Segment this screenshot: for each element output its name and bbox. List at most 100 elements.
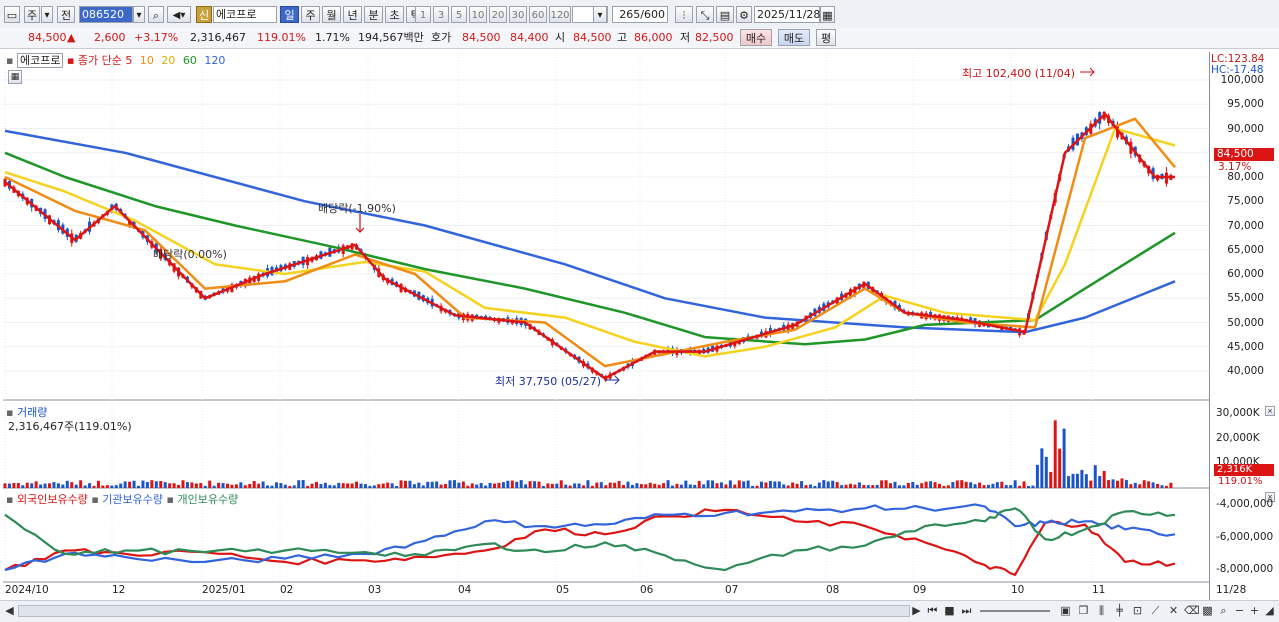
ma-legend-5[interactable]: 5 — [125, 54, 133, 67]
speaker-icon[interactable]: ◀▾ — [167, 6, 191, 23]
line-tool-icon[interactable]: ⤡ — [696, 6, 714, 23]
chevron-down-icon[interactable]: ▾ — [41, 6, 53, 23]
volume-bar — [1004, 485, 1008, 488]
tab-4[interactable]: 분 — [364, 6, 383, 23]
x-axis-label: 05 — [556, 584, 570, 596]
zoom-out-icon[interactable]: − — [1234, 604, 1245, 617]
legend-foreign[interactable]: 외국인보유수량 — [16, 493, 88, 506]
volume-bar — [283, 484, 287, 488]
calendar-icon[interactable]: ▦ — [820, 6, 835, 23]
tab-3[interactable]: 년 — [343, 6, 362, 23]
x-axis-label: 10 — [1011, 584, 1025, 596]
first-page-icon[interactable]: ⏮ — [927, 604, 938, 617]
interval-button-30[interactable]: 30 — [509, 6, 527, 23]
volume-bar — [1089, 480, 1093, 488]
close-icon[interactable]: × — [1265, 406, 1275, 416]
volume-bar — [831, 480, 835, 488]
volume-bar — [493, 483, 496, 488]
layout-icon[interactable]: ▣ — [1060, 604, 1071, 617]
volume-bar — [1058, 448, 1062, 488]
tab-1[interactable]: 주 — [301, 6, 320, 23]
volume-bar — [800, 481, 804, 488]
copy-icon[interactable]: ❐ — [1078, 604, 1089, 617]
search-icon[interactable]: ⌕ — [148, 6, 164, 23]
interval-button-1[interactable]: 1 — [415, 6, 431, 23]
save-icon[interactable]: ▤ — [716, 6, 734, 23]
y-axis[interactable] — [1209, 52, 1279, 600]
legend-institution[interactable]: 기관보유수량 — [102, 493, 164, 506]
volume-title[interactable]: 거래량 — [16, 406, 48, 419]
eraser-icon[interactable]: ⌫ — [1184, 604, 1200, 617]
zoom-tool-icon[interactable]: ⊡ — [1132, 604, 1143, 617]
camera-icon[interactable]: ▩ — [1202, 604, 1213, 617]
interval-button-3[interactable]: 3 — [433, 6, 449, 23]
chevron-down-icon[interactable]: ▾ — [133, 6, 145, 23]
gear-icon[interactable]: ⚙ — [736, 6, 752, 23]
window-icon[interactable]: ▭ — [4, 6, 20, 23]
holdings-line-individual — [4, 507, 1176, 572]
stock-name-tag[interactable]: 에코프로 — [16, 53, 64, 68]
zoom-slider[interactable] — [980, 610, 1050, 612]
volume-bar — [226, 483, 229, 488]
sell-button[interactable]: 매도 — [778, 29, 810, 46]
volume-bar — [239, 482, 243, 488]
stop-icon[interactable]: ■ — [944, 604, 955, 617]
ma-legend-20[interactable]: 20 — [161, 54, 176, 67]
collapse-icon[interactable]: ◢ — [1265, 604, 1274, 617]
grid-toggle-icon[interactable]: ▦ — [8, 70, 22, 84]
interval-button-120[interactable]: 120 — [549, 6, 571, 23]
ma-legend-10[interactable]: 10 — [139, 54, 154, 67]
legend-prefix[interactable]: 종가 단순 — [77, 54, 122, 67]
ma-legend-60[interactable]: 60 — [182, 54, 197, 67]
ma-legend-120[interactable]: 120 — [204, 54, 226, 67]
period-select[interactable]: 주 — [24, 6, 40, 23]
tab-0[interactable]: 일 — [280, 6, 299, 23]
tab-5[interactable]: 초 — [385, 6, 404, 23]
ma-line-120 — [4, 129, 1176, 334]
volume-bar — [693, 484, 697, 488]
last-page-icon[interactable]: ⏭ — [961, 604, 972, 617]
volume-bar — [991, 483, 995, 488]
scrollbar-track[interactable] — [18, 605, 910, 617]
scroll-right-icon[interactable]: ▶ — [912, 604, 921, 617]
interval-button-5[interactable]: 5 — [451, 6, 467, 23]
zoom-in-icon[interactable]: + — [1249, 604, 1260, 617]
chevron-down-icon[interactable]: ▾ — [593, 6, 607, 23]
trend-tool-icon[interactable]: ⟋ — [1151, 604, 1160, 617]
volume-bar — [194, 483, 198, 488]
volume-bar — [1018, 485, 1022, 488]
period-tool-icon[interactable]: ╪ — [1116, 604, 1123, 617]
volume-bar — [439, 484, 443, 488]
volume-bar — [657, 484, 661, 488]
cross-tool-icon[interactable]: ✕ — [1168, 604, 1179, 617]
volume-bar — [604, 485, 608, 488]
search-icon[interactable]: ⌕ — [1220, 604, 1227, 617]
scroll-left-icon[interactable]: ◀ — [5, 604, 14, 617]
current-price: 84,500 — [28, 31, 67, 44]
vol-y-30000k: 30,000K — [1216, 407, 1260, 419]
buy-button[interactable]: 매수 — [740, 29, 772, 46]
volume-bar — [746, 480, 750, 488]
close-icon[interactable]: × — [1265, 492, 1275, 502]
volume-bar — [1080, 469, 1084, 488]
avg-button[interactable]: 평 — [816, 29, 836, 46]
interval-button-60[interactable]: 60 — [529, 6, 547, 23]
volume-bar — [1084, 474, 1088, 488]
volume-bar — [568, 485, 572, 488]
count-field[interactable]: 265/600 — [612, 6, 668, 23]
code-input[interactable]: 086520 — [79, 6, 133, 23]
stock-name-field[interactable]: 에코프로 — [213, 6, 277, 23]
volume-bar — [96, 480, 100, 488]
date-field[interactable]: 2025/11/28 — [754, 6, 820, 23]
volume-bar — [323, 482, 327, 488]
candle-icon[interactable]: ⫶ — [675, 6, 693, 23]
vol-y-20000k: 20,000K — [1216, 432, 1260, 444]
volume-bar — [537, 481, 541, 488]
candle-tool-icon[interactable]: ⫼ — [1098, 604, 1105, 617]
interval-button-10[interactable]: 10 — [469, 6, 487, 23]
interval-button-20[interactable]: 20 — [489, 6, 507, 23]
volume-bar — [1075, 473, 1079, 488]
price-type-select[interactable]: 전 — [57, 6, 75, 23]
legend-individual[interactable]: 개인보유수량 — [177, 493, 239, 506]
tab-2[interactable]: 월 — [322, 6, 341, 23]
